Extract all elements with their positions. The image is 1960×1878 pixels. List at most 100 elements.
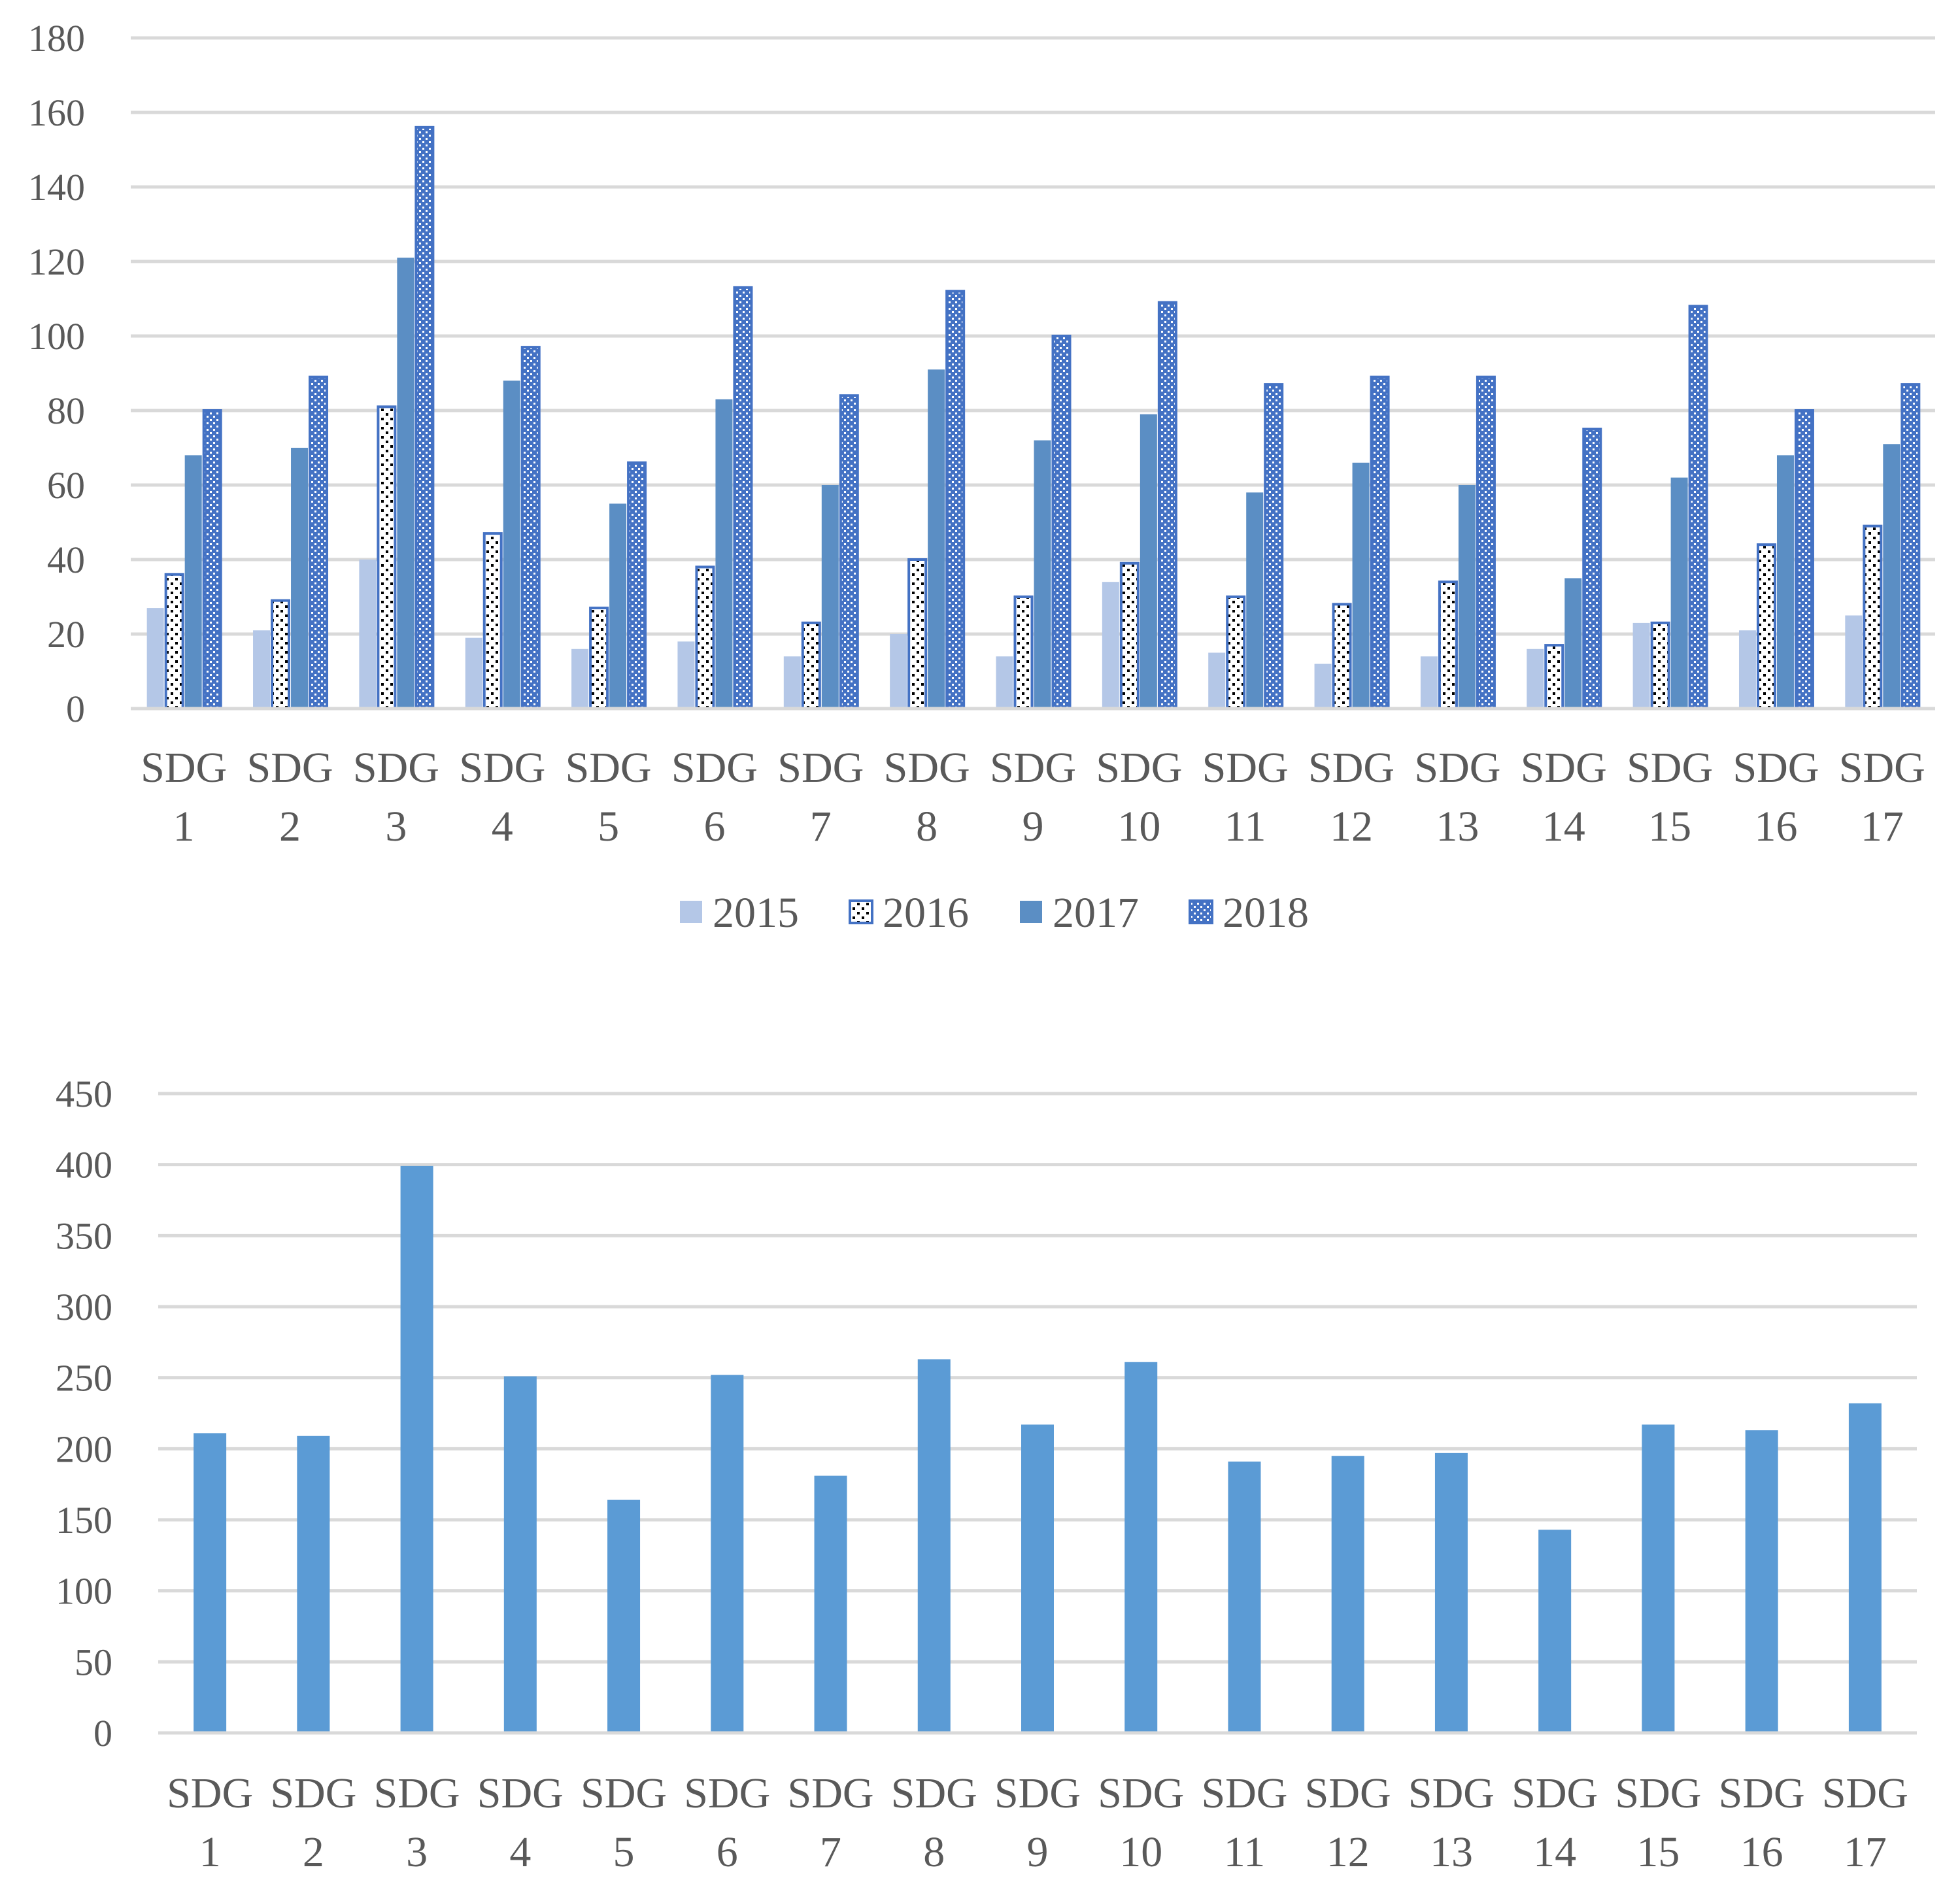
bar-2018-sdg-6 [733, 286, 753, 710]
top-chart-y-tick-label: 180 [28, 17, 85, 59]
top-chart-x-tick-label: SDG [1414, 744, 1500, 792]
bottom-chart-x-tick-label: SDG [1408, 1769, 1495, 1817]
bar-2016-sdg-8 [907, 558, 928, 710]
bottom-chart-x-tick-number: 15 [1636, 1828, 1680, 1876]
bottom-chart-y-tick-label: 100 [56, 1570, 112, 1613]
legend-label-2017: 2017 [1053, 889, 1139, 937]
bottom-chart-x-tick-label: SDG [270, 1769, 356, 1817]
bottom-chart-y-tick-label: 350 [56, 1215, 112, 1257]
bar-total-sdg-17 [1848, 1403, 1882, 1733]
bar-total-sdg-11 [1228, 1461, 1261, 1733]
bar-2017-sdg-1 [184, 455, 202, 709]
bottom-chart-x-tick-number: 11 [1224, 1828, 1266, 1876]
bar-2018-sdg-9 [1051, 335, 1072, 710]
bar-total-sdg-12 [1331, 1456, 1364, 1733]
bar-2018-sdg-7 [839, 394, 859, 710]
bar-total-sdg-4 [503, 1376, 537, 1733]
top-chart-x-tick-label: SDG [1096, 744, 1182, 792]
legend-swatch-2017 [1020, 901, 1042, 923]
bar-total-sdg-2 [297, 1435, 330, 1733]
legend-swatch-2018 [1189, 899, 1213, 924]
bar-2018-sdg-12 [1370, 375, 1390, 710]
bottom-chart: 0 50 100 150 200 250 300 350 400 450 SDG 1 SDG 2 SDG 3… [56, 1073, 1917, 1876]
bar-2017-sdg-13 [1458, 485, 1476, 709]
bar-total-sdg-7 [814, 1475, 847, 1733]
bar-total-sdg-9 [1021, 1424, 1054, 1733]
bar-2017-sdg-10 [1140, 414, 1157, 709]
bar-2017-sdg-7 [821, 485, 839, 709]
bottom-chart-y-axis: 0 50 100 150 200 250 300 350 400 450 [56, 1073, 112, 1754]
bar-total-sdg-10 [1124, 1362, 1158, 1733]
bottom-chart-x-tick-label: SDG [1098, 1769, 1184, 1817]
top-chart-x-tick-number: 7 [810, 803, 832, 850]
bar-2018-sdg-11 [1264, 383, 1284, 710]
bottom-chart-x-tick-label: SDG [581, 1769, 667, 1817]
bottom-chart-x-tick-label: SDG [1305, 1769, 1391, 1817]
top-chart-x-tick-number: 4 [492, 803, 513, 850]
top-chart-x-tick-label: SDG [1627, 744, 1713, 792]
bar-2018-sdg-13 [1476, 375, 1496, 710]
top-chart-x-tick-label: SDG [1202, 744, 1289, 792]
bar-2016-sdg-12 [1332, 603, 1352, 711]
top-chart-x-tick-number: 5 [598, 803, 619, 850]
bottom-chart-y-tick-label: 0 [93, 1712, 112, 1754]
bar-2016-sdg-7 [801, 621, 821, 711]
bar-2016-sdg-11 [1226, 595, 1246, 710]
bar-2015-sdg-14 [1527, 648, 1544, 709]
bar-total-sdg-6 [711, 1375, 744, 1733]
top-chart-y-tick-label: 120 [28, 241, 85, 283]
bar-2016-sdg-10 [1119, 562, 1140, 711]
bar-2016-sdg-6 [695, 565, 715, 711]
bar-2016-sdg-4 [482, 532, 503, 710]
bar-2015-sdg-10 [1102, 582, 1119, 709]
bottom-chart-y-tick-label: 400 [56, 1144, 112, 1186]
bottom-chart-y-tick-label: 450 [56, 1073, 112, 1115]
bottom-chart-x-tick-label: SDG [374, 1769, 460, 1817]
top-chart-x-tick-label: SDG [1521, 744, 1607, 792]
top-chart-x-tick-label: SDG [247, 744, 333, 792]
bottom-chart-x-tick-label: SDG [1512, 1769, 1598, 1817]
top-chart-y-tick-label: 20 [47, 613, 85, 656]
bar-2017-sdg-6 [715, 399, 733, 709]
bottom-chart-x-tick-label: SDG [1822, 1769, 1908, 1817]
bar-2015-sdg-6 [677, 641, 695, 709]
bar-2015-sdg-12 [1314, 663, 1332, 709]
bottom-chart-x-tick-number: 4 [509, 1828, 531, 1876]
top-chart-x-tick-number: 2 [279, 803, 301, 850]
top-chart-x-tick-label: SDG [884, 744, 970, 792]
bottom-chart-y-tick-label: 250 [56, 1357, 112, 1400]
top-chart-x-tick-label: SDG [566, 744, 652, 792]
bar-2017-sdg-12 [1352, 462, 1370, 709]
top-chart-x-tick-number: 14 [1542, 803, 1585, 850]
bar-2017-sdg-15 [1670, 477, 1688, 709]
bar-total-sdg-13 [1434, 1452, 1468, 1733]
bottom-chart-x-tick-label: SDG [788, 1769, 874, 1817]
bar-total-sdg-14 [1538, 1530, 1572, 1733]
legend-label-2016: 2016 [883, 889, 969, 937]
bottom-chart-x-tick-number: 9 [1027, 1828, 1049, 1876]
bar-2015-sdg-9 [996, 656, 1013, 709]
bar-total-sdg-5 [607, 1500, 641, 1733]
bottom-chart-x-tick-label: SDG [477, 1769, 564, 1817]
bar-2017-sdg-5 [609, 503, 627, 709]
legend-label-2018: 2018 [1223, 889, 1309, 937]
bar-2017-sdg-9 [1034, 440, 1051, 709]
bar-2018-sdg-5 [627, 461, 647, 710]
bar-2015-sdg-8 [890, 634, 907, 709]
bottom-chart-x-axis: SDG 1 SDG 2 SDG 3 SDG 4 SDG 5 SDG 6 SDG 7 SDG 8 SDG 9 SDG 1… [167, 1769, 1908, 1876]
bar-total-sdg-16 [1745, 1430, 1778, 1733]
bar-2015-sdg-5 [571, 648, 589, 709]
bar-2016-sdg-14 [1544, 644, 1564, 710]
bar-2015-sdg-11 [1208, 652, 1226, 709]
bottom-chart-bars [158, 1165, 1917, 1735]
bar-2015-sdg-3 [359, 560, 377, 709]
bottom-chart-x-tick-number: 8 [923, 1828, 945, 1876]
bottom-chart-x-tick-number: 1 [199, 1828, 221, 1876]
top-chart-x-tick-number: 9 [1022, 803, 1044, 850]
bar-2016-sdg-9 [1013, 595, 1034, 710]
top-chart-x-tick-number: 15 [1648, 803, 1691, 850]
bottom-chart-x-tick-number: 10 [1119, 1828, 1162, 1876]
bar-2015-sdg-17 [1845, 615, 1863, 709]
bottom-chart-y-tick-label: 50 [75, 1641, 112, 1683]
top-chart-y-tick-label: 160 [28, 92, 85, 134]
